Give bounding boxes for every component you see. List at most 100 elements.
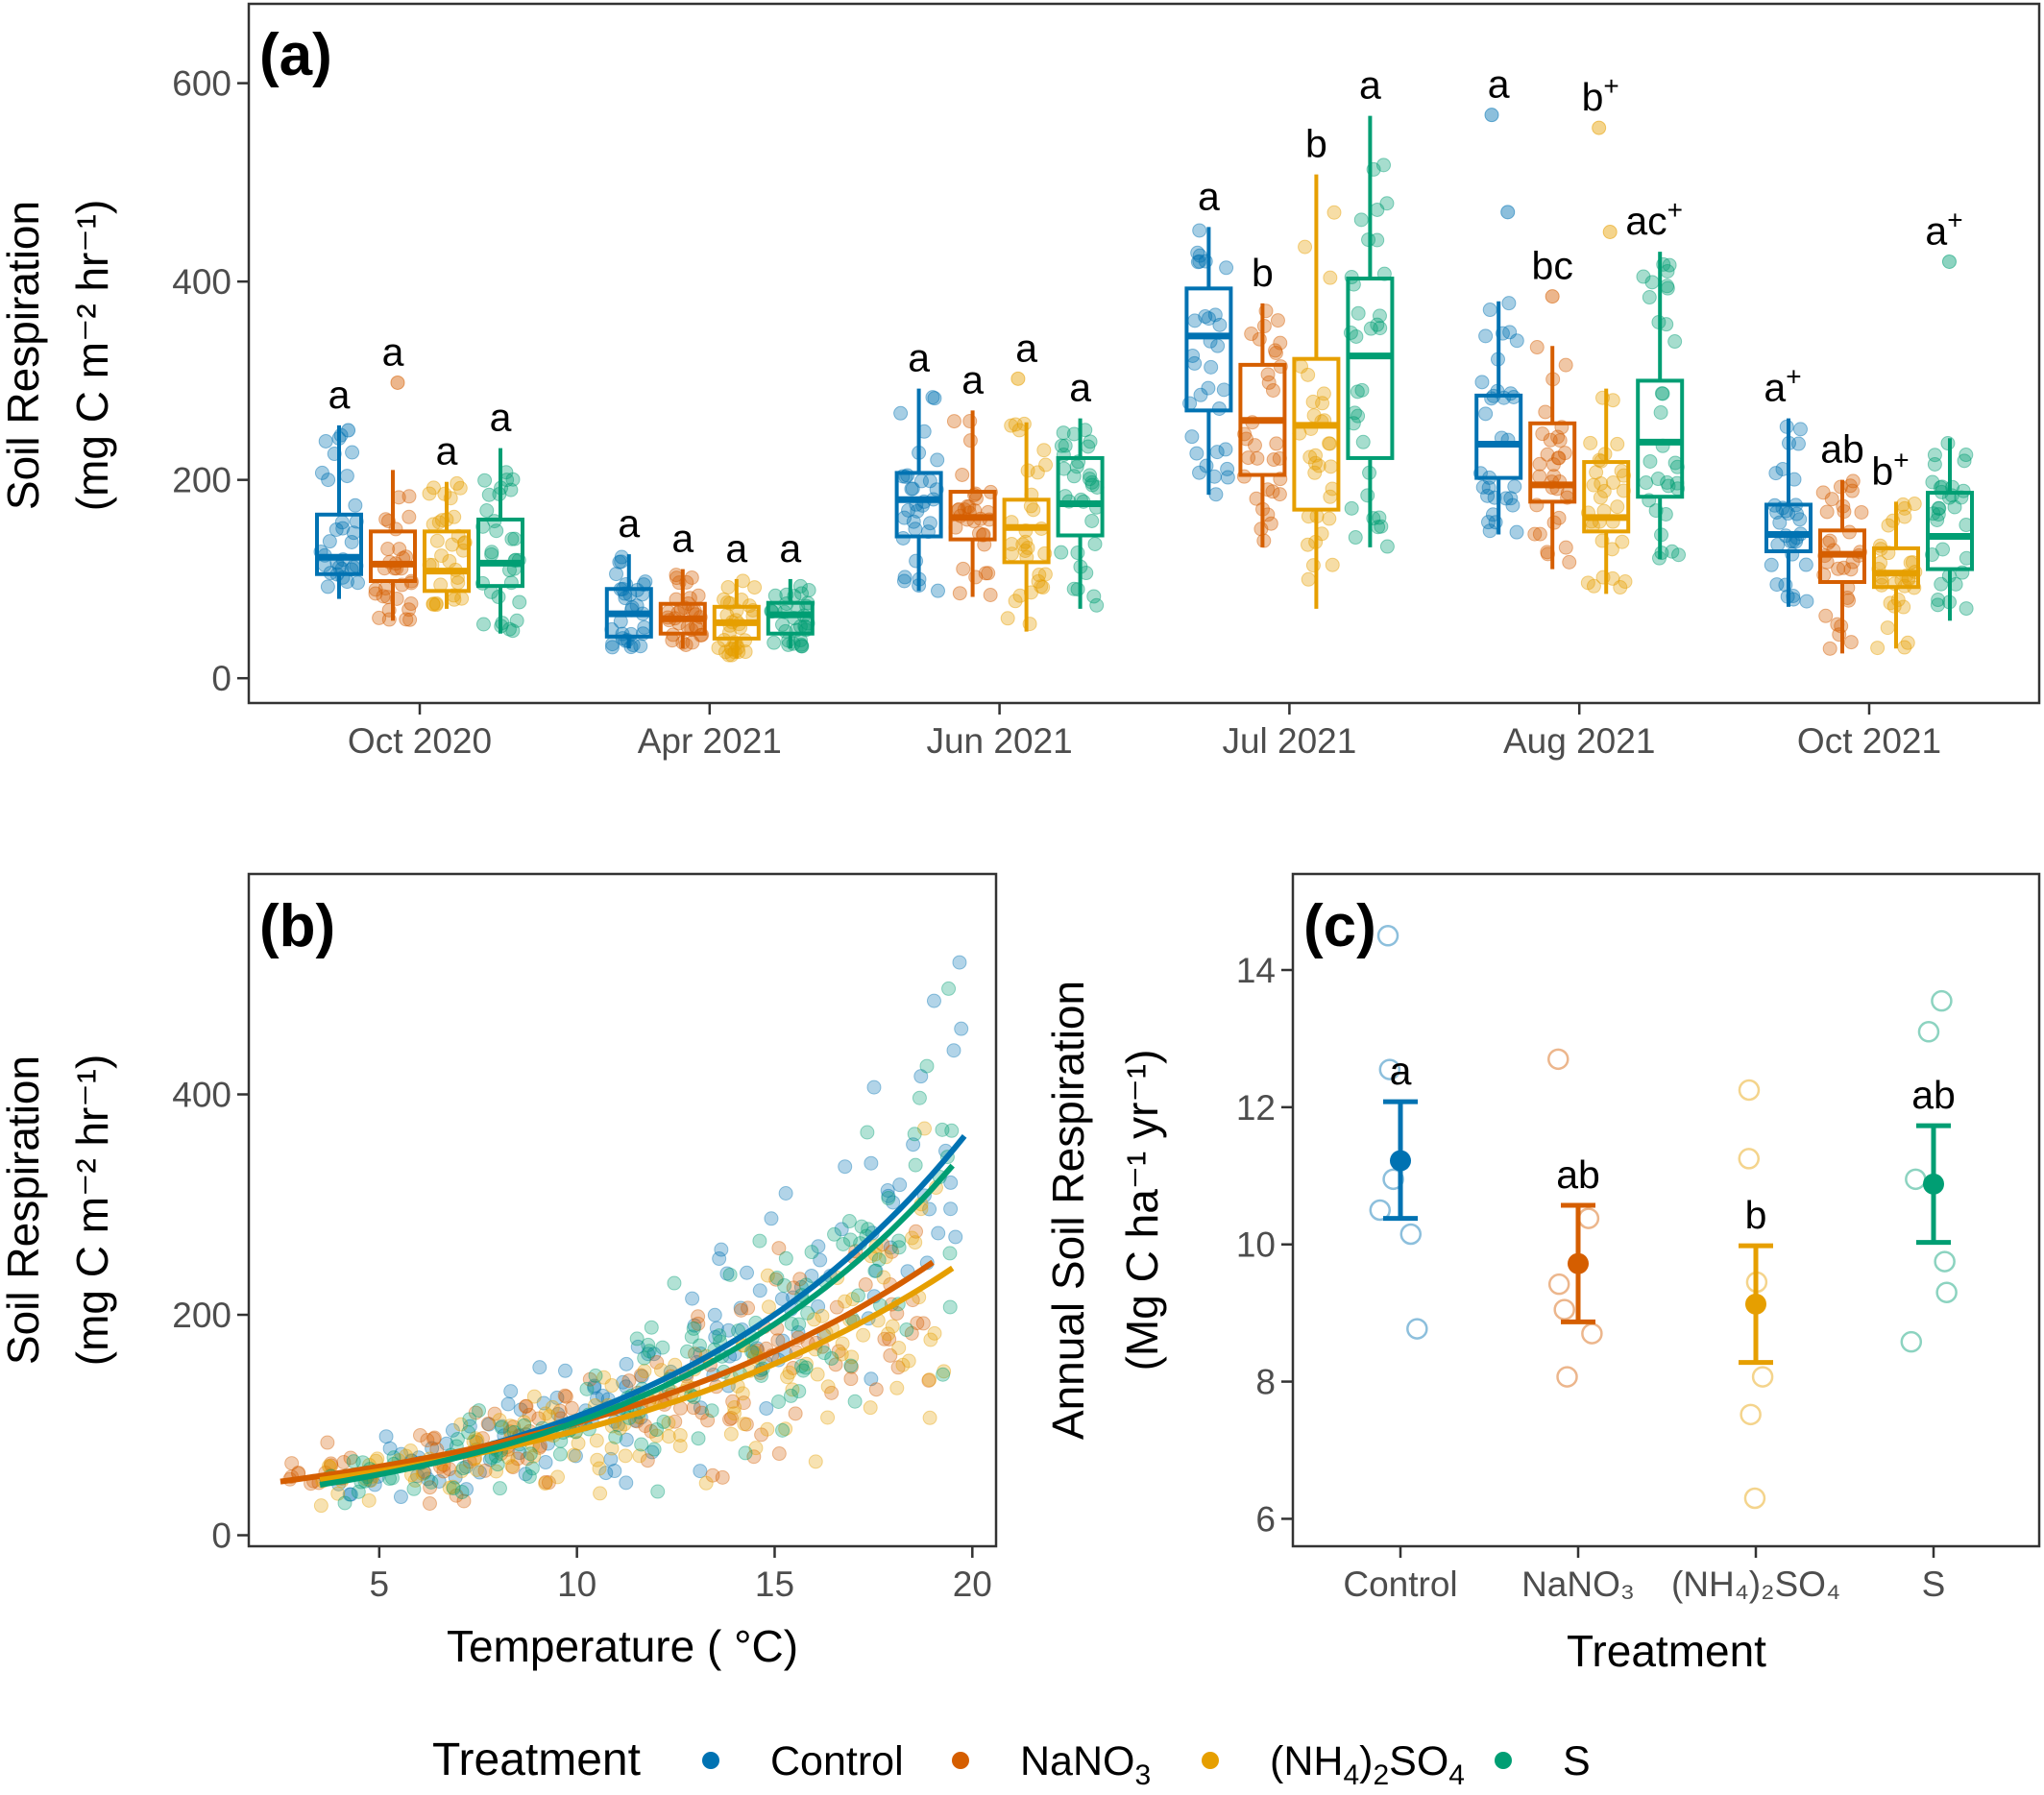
legend-key-dot — [952, 1752, 969, 1769]
outlier-point — [341, 423, 356, 438]
data-point — [336, 1455, 352, 1470]
data-point — [1551, 450, 1567, 466]
data-point — [944, 1123, 960, 1138]
data-point — [1854, 504, 1869, 520]
x-tick-label: 20 — [953, 1565, 992, 1604]
data-point — [1558, 357, 1573, 373]
data-point — [1268, 346, 1283, 361]
data-point — [665, 633, 680, 648]
data-point — [1056, 425, 1071, 441]
significance-label: ab — [1911, 1073, 1956, 1117]
data-point — [761, 1299, 776, 1315]
data-point — [1481, 480, 1496, 496]
significance-label: ac+ — [1625, 195, 1683, 243]
data-point — [518, 1467, 533, 1482]
data-point — [771, 1395, 787, 1410]
significance-label: b — [1745, 1193, 1767, 1237]
outlier-point — [1545, 289, 1560, 304]
data-point — [587, 1380, 602, 1395]
data-point — [495, 1419, 510, 1434]
data-point — [1373, 321, 1388, 336]
replicate-point — [1743, 1487, 1766, 1510]
data-point — [1959, 601, 1974, 617]
data-point — [522, 1407, 537, 1422]
legend-label: S — [1563, 1738, 1591, 1784]
data-point — [936, 1367, 951, 1382]
data-point — [1596, 483, 1612, 498]
box — [315, 512, 363, 576]
y-tick-label: 12 — [1236, 1088, 1276, 1128]
data-point — [948, 1229, 963, 1245]
data-point — [820, 1379, 836, 1395]
data-point — [768, 1272, 784, 1287]
legend-label: NaNO3 — [1020, 1738, 1151, 1791]
data-point — [1268, 343, 1283, 358]
data-point — [518, 1398, 533, 1414]
data-point — [1269, 436, 1284, 451]
fit-curve — [280, 1259, 935, 1485]
data-point — [788, 1406, 803, 1421]
data-point — [1605, 393, 1620, 408]
data-point — [858, 1277, 873, 1293]
data-point — [838, 1294, 853, 1309]
data-point — [446, 1479, 461, 1494]
data-point — [351, 1484, 366, 1499]
data-point — [1030, 465, 1045, 480]
data-point — [1540, 447, 1555, 462]
box — [766, 600, 815, 636]
data-point — [522, 1468, 537, 1484]
data-point — [746, 1449, 762, 1465]
data-point — [428, 597, 444, 613]
replicate-point — [1905, 1168, 1927, 1191]
data-point — [711, 641, 726, 656]
data-point — [638, 1419, 653, 1434]
data-point — [1650, 472, 1666, 487]
data-point — [886, 1195, 901, 1210]
x-tick-label: 10 — [557, 1565, 596, 1604]
data-point — [1372, 510, 1387, 525]
data-point — [910, 503, 925, 519]
significance-label: a — [671, 517, 694, 561]
data-point — [727, 1399, 742, 1415]
data-point — [1216, 382, 1231, 398]
data-point — [1580, 575, 1595, 591]
data-point — [838, 1159, 853, 1175]
data-point — [769, 1270, 785, 1285]
data-point — [1034, 579, 1049, 594]
data-point — [1350, 305, 1366, 321]
data-point — [1266, 452, 1281, 468]
data-point — [778, 1421, 793, 1437]
data-point — [684, 1329, 699, 1345]
data-point — [1348, 530, 1363, 546]
data-point — [679, 1344, 694, 1359]
data-point — [492, 1481, 507, 1496]
x-tick-label: Oct 2021 — [1797, 721, 1941, 761]
data-point — [778, 1250, 793, 1266]
data-point — [321, 473, 336, 488]
data-point — [775, 1422, 791, 1438]
data-point — [747, 580, 763, 595]
data-point — [1482, 303, 1497, 318]
data-point — [693, 1464, 708, 1479]
box — [369, 529, 417, 583]
data-point — [672, 1427, 688, 1443]
data-point — [428, 595, 444, 611]
data-point — [1662, 257, 1677, 273]
data-point — [517, 1415, 532, 1430]
x-tick-label: Jun 2021 — [926, 721, 1072, 761]
data-point — [1008, 594, 1023, 609]
data-point — [718, 644, 733, 660]
data-point — [436, 1464, 451, 1479]
data-point — [1070, 546, 1085, 561]
data-point — [937, 1364, 952, 1379]
data-point — [348, 497, 363, 513]
data-point — [442, 1480, 457, 1495]
data-point — [767, 588, 783, 603]
data-point — [709, 1321, 724, 1336]
data-point — [892, 1177, 908, 1193]
data-point — [782, 1365, 797, 1380]
data-point — [759, 1401, 774, 1417]
data-point — [629, 1331, 645, 1346]
data-point — [749, 1341, 765, 1356]
data-point — [313, 1498, 328, 1514]
